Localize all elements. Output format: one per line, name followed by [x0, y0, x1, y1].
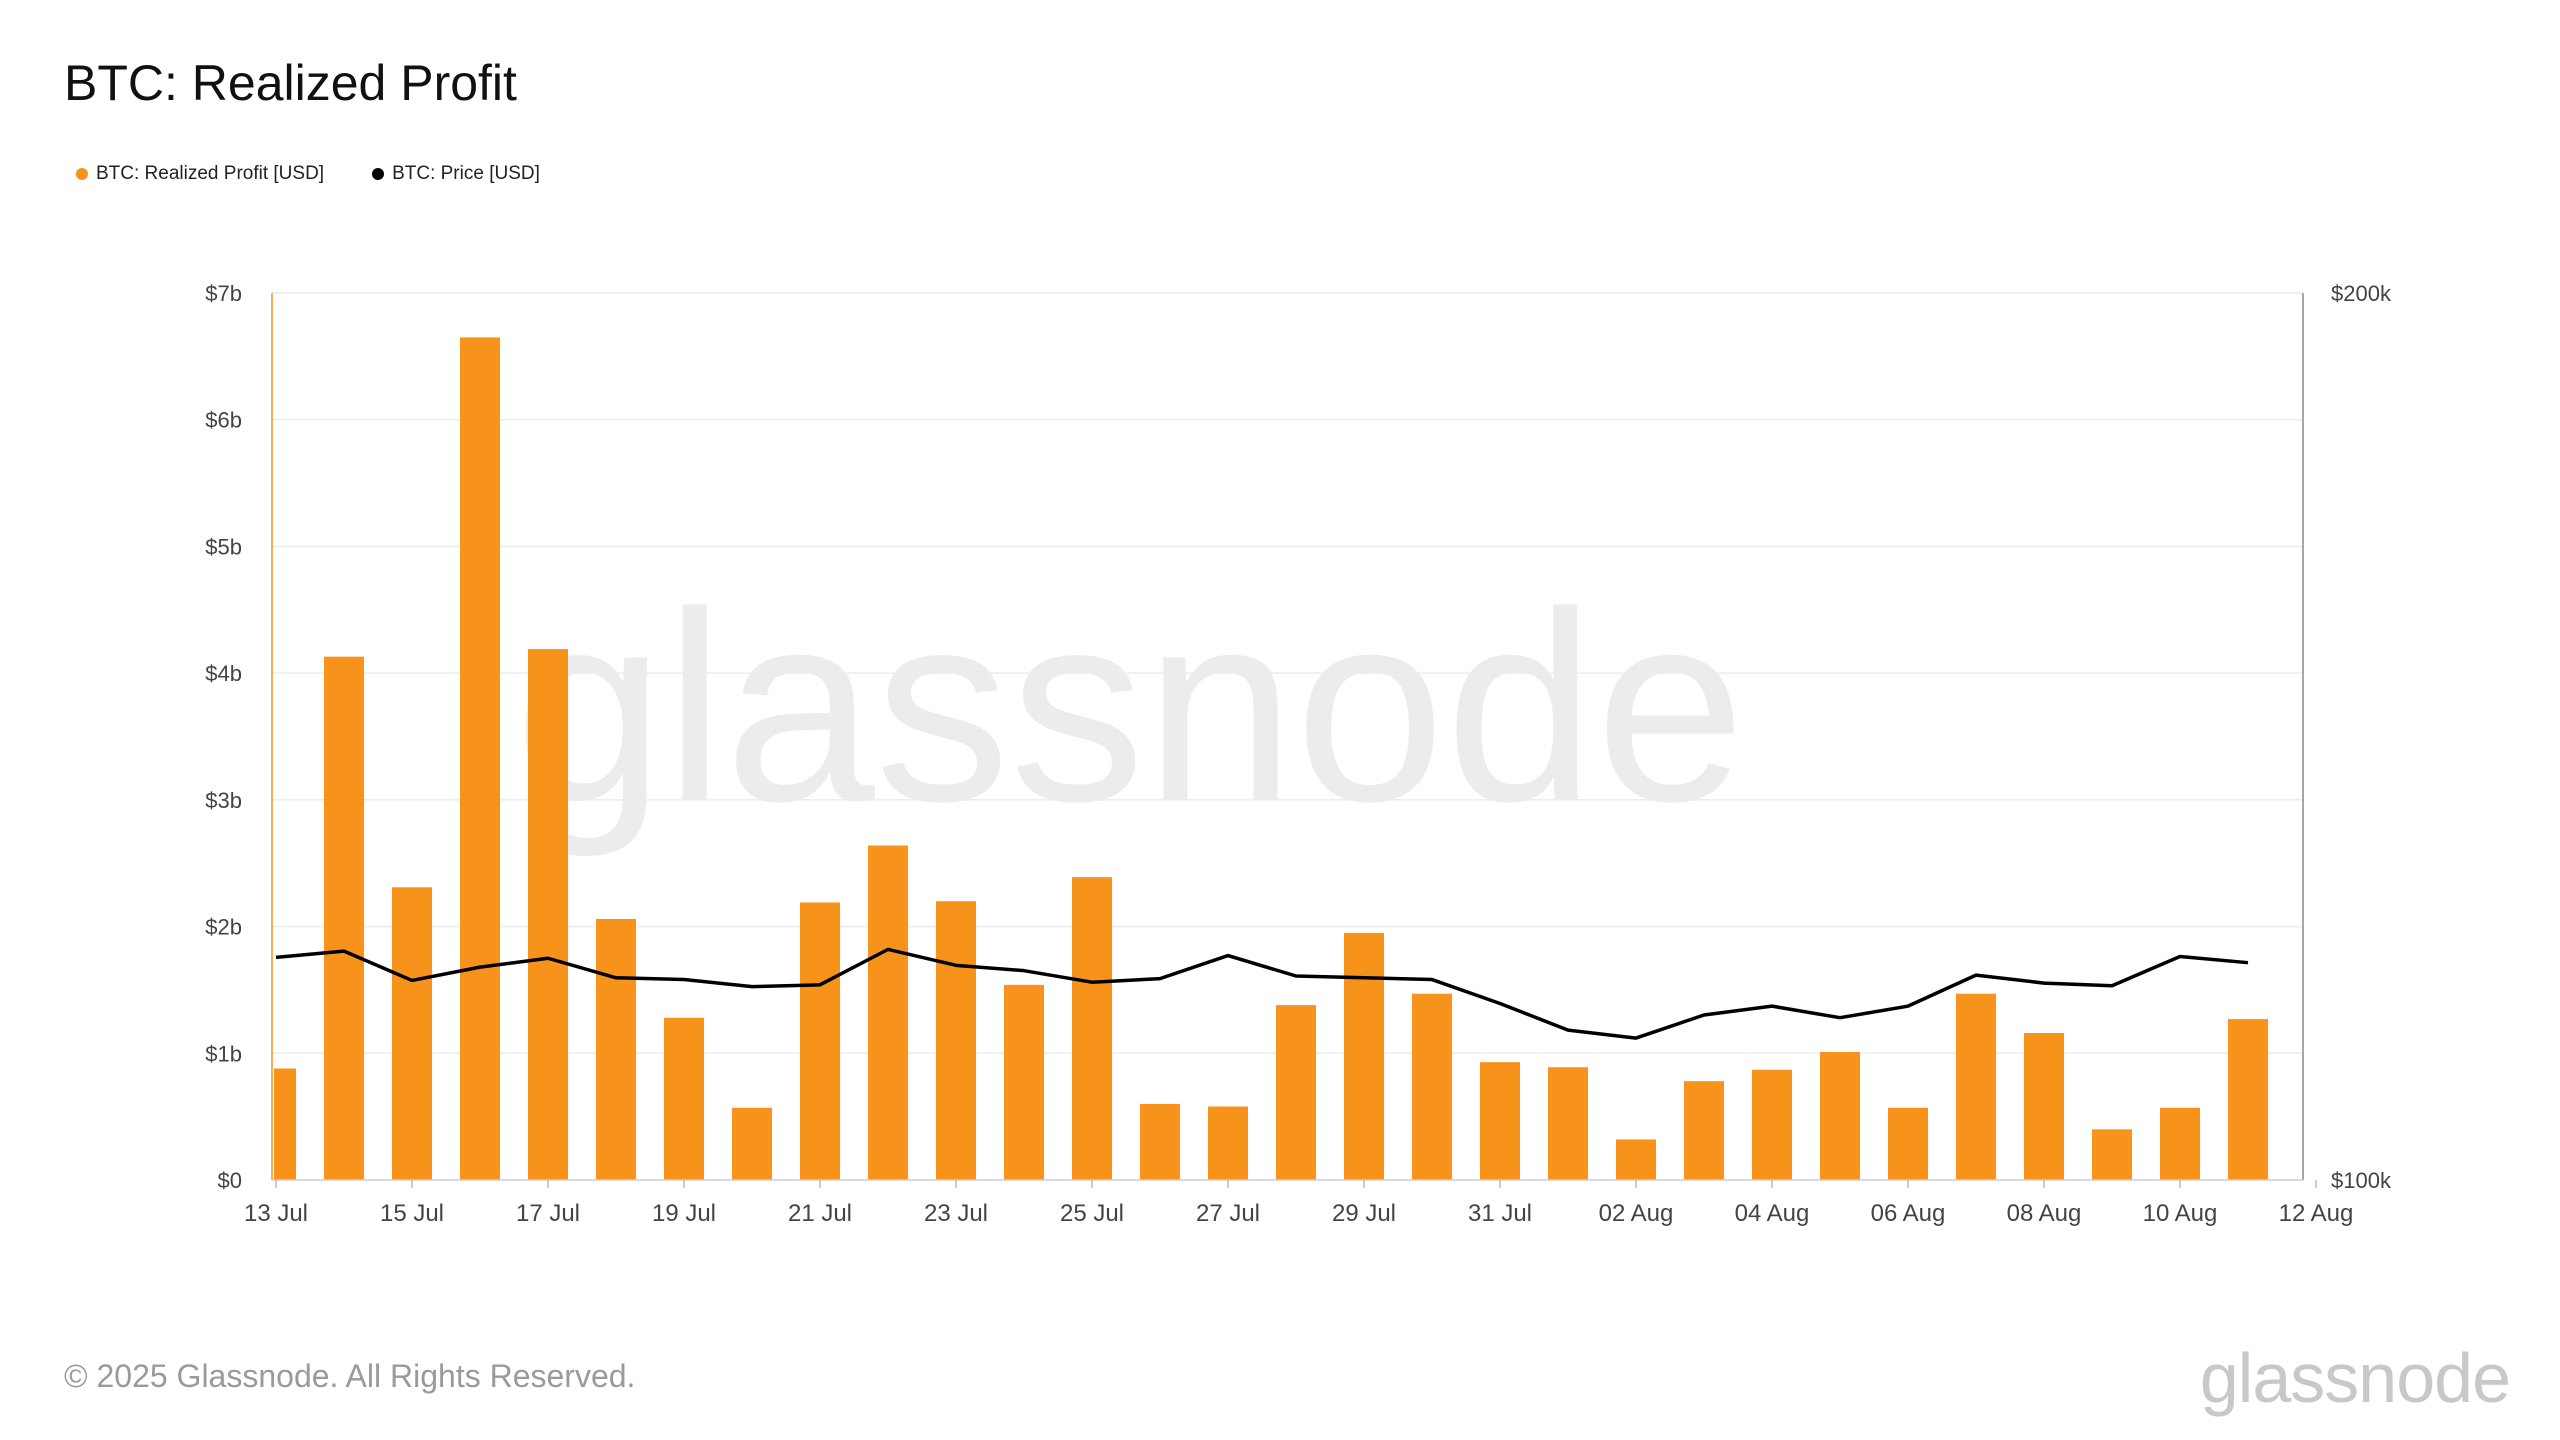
price-line-series [275, 947, 2249, 1040]
bar[interactable] [936, 901, 976, 1180]
bar[interactable] [1820, 1052, 1860, 1180]
bar[interactable] [1140, 1103, 1180, 1180]
y-left-tick-label: $0 [218, 1168, 242, 1193]
x-tick-label: 25 Jul [1060, 1200, 1124, 1227]
bar-series [274, 337, 2268, 1181]
y-left-tick-label: $3b [205, 788, 242, 813]
bar[interactable] [2092, 1129, 2132, 1180]
x-tick-label: 04 Aug [1735, 1200, 1810, 1227]
y-right-tick-label: $200k [2331, 281, 2392, 306]
bar[interactable] [800, 902, 840, 1180]
x-tick-label: 19 Jul [652, 1200, 716, 1227]
x-tick-label: 27 Jul [1196, 1200, 1260, 1227]
bar[interactable] [2024, 1033, 2064, 1180]
bar[interactable] [732, 1107, 772, 1180]
legend-label-price: BTC: Price [USD] [392, 163, 540, 184]
bar[interactable] [1752, 1069, 1792, 1180]
bar[interactable] [1684, 1081, 1724, 1180]
x-tick-label: 17 Jul [516, 1200, 580, 1227]
bar[interactable] [868, 845, 908, 1180]
bar[interactable] [2228, 1019, 2268, 1180]
bar[interactable] [1548, 1067, 1588, 1180]
axes: $0 $1b $2b $3b $4b $5b $6b $7b $100k $200k 13 Jul 1… [205, 281, 2392, 1227]
chart-title: BTC: Realized Profit [64, 55, 517, 111]
y-left-tick-label: $1b [205, 1041, 242, 1066]
legend-item-realized-profit[interactable]: BTC: Realized Profit [USD] [76, 163, 324, 185]
legend-dot-realized-profit [76, 168, 88, 180]
x-tick-label: 02 Aug [1599, 1200, 1674, 1227]
bar[interactable] [1208, 1106, 1248, 1180]
y-left-tick-label: $7b [205, 281, 242, 306]
price-line[interactable] [275, 947, 2249, 1040]
glassnode-logo: glassnode [2199, 1339, 2511, 1417]
x-tick-label: 29 Jul [1332, 1200, 1396, 1227]
bar[interactable] [528, 649, 568, 1180]
x-tick-label: 21 Jul [788, 1200, 852, 1227]
y-left-tick-label: $4b [205, 661, 242, 686]
bar[interactable] [274, 1068, 296, 1180]
x-tick-label: 31 Jul [1468, 1200, 1532, 1227]
legend-label-realized-profit: BTC: Realized Profit [USD] [96, 163, 325, 184]
x-tick-label: 23 Jul [924, 1200, 988, 1227]
x-tick-label: 10 Aug [2143, 1200, 2218, 1227]
bar[interactable] [1412, 993, 1452, 1180]
bar[interactable] [1888, 1107, 1928, 1180]
x-tick-label: 15 Jul [380, 1200, 444, 1227]
bar[interactable] [1344, 932, 1384, 1180]
bar[interactable] [324, 656, 364, 1180]
y-left-tick-label: $5b [205, 534, 242, 559]
y-right-tick-label: $100k [2331, 1168, 2392, 1193]
bar[interactable] [664, 1017, 704, 1180]
bar[interactable] [392, 887, 432, 1180]
legend-dot-price [372, 168, 385, 180]
bar[interactable] [596, 918, 636, 1180]
x-tick-label: 13 Jul [244, 1200, 308, 1227]
y-left-tick-label: $6b [205, 408, 242, 433]
bar[interactable] [1616, 1139, 1656, 1180]
copyright-footer: © 2025 Glassnode. All Rights Reserved. [64, 1358, 636, 1394]
bar[interactable] [1004, 984, 1044, 1180]
legend-item-price[interactable]: BTC: Price [USD] [372, 163, 540, 185]
bar[interactable] [1276, 1005, 1316, 1180]
watermark: glassnode [515, 557, 1746, 859]
chart-legend: BTC: Realized Profit [USD] BTC: Price [U… [76, 163, 540, 185]
bar[interactable] [1480, 1062, 1520, 1180]
bar[interactable] [1956, 993, 1996, 1180]
y-left-tick-label: $2b [205, 915, 242, 940]
x-tick-label: 08 Aug [2007, 1200, 2082, 1227]
bar[interactable] [460, 337, 500, 1181]
x-tick-label: 06 Aug [1871, 1200, 1946, 1227]
bar[interactable] [2160, 1107, 2200, 1180]
x-tick-label: 12 Aug [2279, 1200, 2354, 1227]
bar[interactable] [1072, 877, 1112, 1180]
